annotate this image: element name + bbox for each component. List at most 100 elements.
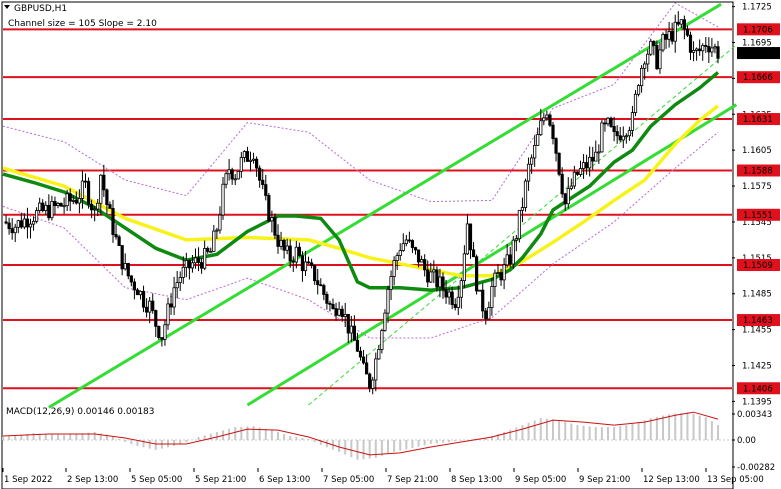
- candle: [398, 243, 402, 261]
- candle: [90, 199, 94, 219]
- candle: [59, 202, 63, 207]
- candle-body: [420, 259, 424, 263]
- moving-average-slow: [2, 104, 720, 278]
- candle-body: [533, 144, 537, 159]
- candle: [627, 126, 631, 141]
- candle: [591, 146, 595, 170]
- candle: [652, 40, 656, 56]
- candle-body: [68, 193, 72, 202]
- candle: [643, 61, 647, 80]
- candle: [303, 250, 308, 277]
- candle: [456, 285, 460, 316]
- candle: [423, 254, 427, 277]
- candle-body: [117, 236, 121, 246]
- candle: [331, 298, 335, 310]
- candle-body: [44, 204, 48, 211]
- candle-body: [71, 200, 75, 202]
- candle-body: [600, 122, 604, 153]
- candle: [224, 171, 228, 189]
- candle: [444, 279, 448, 304]
- x-tick-label: 13 Sep 05:00: [707, 475, 764, 485]
- channel-line-2: [246, 103, 738, 407]
- candle-body: [108, 204, 112, 209]
- candle: [264, 175, 268, 201]
- candle: [245, 146, 250, 162]
- candle-body: [520, 207, 525, 211]
- candle: [47, 194, 51, 221]
- candle: [569, 178, 573, 191]
- candle-body: [664, 34, 668, 40]
- candle-body: [716, 46, 720, 59]
- candle: [713, 43, 717, 54]
- candle: [679, 19, 683, 29]
- candle-body: [511, 239, 515, 265]
- candle-body: [487, 307, 491, 320]
- candle-body: [325, 294, 329, 304]
- x-tick-label: 9 Sep 05:00: [515, 475, 566, 485]
- candle-body: [352, 325, 356, 341]
- candle: [618, 126, 622, 142]
- candle: [276, 224, 280, 254]
- candle-body: [105, 189, 109, 205]
- candle-body: [676, 21, 680, 25]
- candle: [261, 168, 265, 190]
- price-tick-label: 1.1425: [742, 362, 772, 372]
- candle-body: [640, 67, 644, 86]
- candle-body: [441, 276, 445, 290]
- candle: [655, 40, 659, 71]
- candle-body: [196, 257, 201, 263]
- candle-body: [490, 286, 494, 308]
- candle-body: [554, 138, 558, 154]
- candle: [138, 290, 143, 300]
- candle-body: [13, 226, 17, 234]
- candle: [560, 167, 564, 198]
- candle: [658, 42, 662, 74]
- dropdown-triangle-icon[interactable]: [4, 5, 10, 9]
- candle-body: [261, 179, 265, 186]
- candle: [695, 47, 699, 61]
- candle-body: [621, 135, 625, 141]
- candle-body: [316, 280, 320, 286]
- candle-body: [447, 291, 451, 298]
- candle: [123, 253, 127, 271]
- x-tick-label: 8 Sep 13:00: [451, 475, 502, 485]
- candle-body: [306, 261, 311, 264]
- candle-body: [77, 198, 81, 204]
- candle: [475, 254, 479, 295]
- candle: [435, 266, 439, 292]
- candle-body: [93, 208, 97, 211]
- price-tick-label: 1.1395: [742, 397, 772, 407]
- candle-body: [273, 217, 277, 236]
- candle-body: [710, 47, 714, 53]
- candle-body: [493, 272, 497, 287]
- candle: [178, 271, 182, 291]
- level-label-box: [737, 23, 780, 36]
- candle: [273, 213, 277, 240]
- candle-body: [682, 19, 686, 30]
- level-label-text: 1.1588: [743, 167, 773, 177]
- candle-body: [169, 303, 173, 308]
- candle-body: [432, 269, 436, 273]
- candle-body: [698, 48, 702, 52]
- candle-body: [4, 221, 8, 224]
- candle: [233, 174, 237, 186]
- candle-body: [303, 261, 308, 272]
- candle: [169, 293, 173, 315]
- candle: [346, 313, 350, 344]
- level-label-text: 1.1551: [743, 211, 773, 221]
- candle-body: [643, 63, 647, 69]
- candle: [71, 195, 75, 205]
- candle-body: [661, 34, 665, 51]
- candle: [432, 260, 436, 284]
- candle: [646, 49, 650, 72]
- candle-body: [361, 356, 366, 364]
- candle: [368, 372, 372, 393]
- candle: [557, 152, 561, 177]
- candle-body: [267, 195, 271, 222]
- candle-body: [539, 120, 543, 136]
- candle-body: [358, 350, 363, 358]
- candle: [636, 84, 641, 97]
- candle-body: [429, 271, 433, 283]
- candle: [505, 244, 509, 268]
- candle-body: [404, 239, 408, 245]
